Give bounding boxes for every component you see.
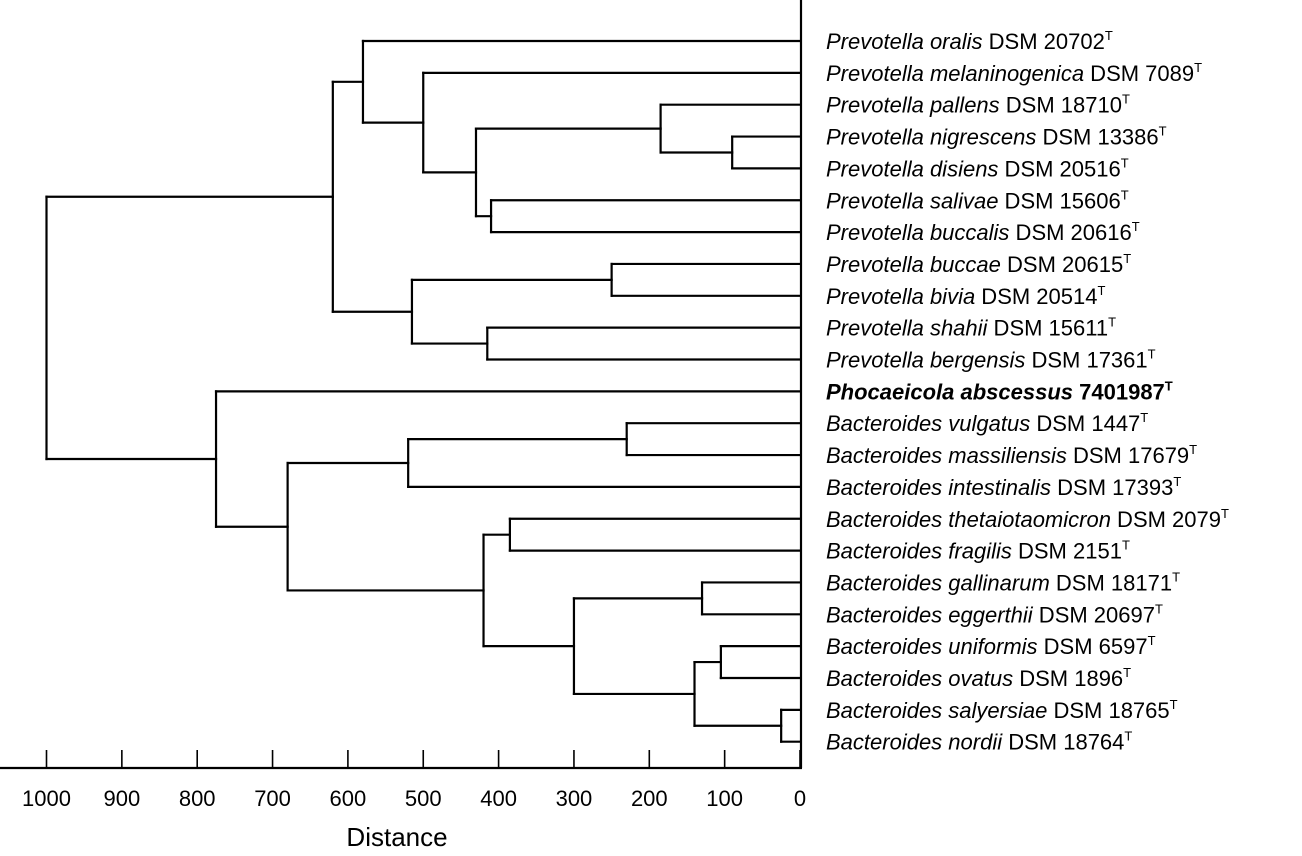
leaf-label-phocaeicola: Phocaeicola abscessus 7401987T bbox=[826, 378, 1173, 404]
axis-title: Distance bbox=[346, 822, 447, 852]
axis-tick-label: 500 bbox=[405, 786, 442, 811]
leaf-label-pallens: Prevotella pallens DSM 18710T bbox=[826, 92, 1130, 118]
leaf-label-eggerthii: Bacteroides eggerthii DSM 20697T bbox=[826, 601, 1163, 627]
axis-tick-label: 800 bbox=[179, 786, 216, 811]
axis-tick-label: 700 bbox=[254, 786, 291, 811]
axis-tick-label: 300 bbox=[556, 786, 593, 811]
axis-tick-label: 0 bbox=[794, 786, 806, 811]
axis-tick-label: 900 bbox=[103, 786, 140, 811]
leaf-label-oralis: Prevotella oralis DSM 20702T bbox=[826, 28, 1113, 54]
leaf-label-nigrescens: Prevotella nigrescens DSM 13386T bbox=[826, 124, 1167, 150]
tree-branches bbox=[45, 39, 802, 743]
axis-tick-label: 600 bbox=[330, 786, 367, 811]
leaf-label-nordii: Bacteroides nordii DSM 18764T bbox=[826, 729, 1132, 755]
axis-tick-label: 1000 bbox=[22, 786, 71, 811]
leaf-label-vulgatus: Bacteroides vulgatus DSM 1447T bbox=[826, 410, 1148, 436]
axis-tick-label: 400 bbox=[480, 786, 517, 811]
leaf-label-salyersiae: Bacteroides salyersiae DSM 18765T bbox=[826, 697, 1178, 723]
leaf-label-massiliensis: Bacteroides massiliensis DSM 17679T bbox=[826, 442, 1197, 468]
leaf-labels: Prevotella oralis DSM 20702T Prevotella m… bbox=[826, 28, 1229, 755]
axis-tick-label: 100 bbox=[706, 786, 743, 811]
axis-tick-label: 200 bbox=[631, 786, 668, 811]
distance-axis: 1000 900 800 700 600 500 400 300 200 100 0 Distanc… bbox=[0, 0, 806, 852]
leaf-label-disiens: Prevotella disiens DSM 20516T bbox=[826, 155, 1129, 181]
leaf-label-thetaiotaomicron: Bacteroides thetaiotaomicron DSM 2079T bbox=[826, 506, 1229, 532]
leaf-label-ovatus: Bacteroides ovatus DSM 1896T bbox=[826, 665, 1131, 691]
axis-ticks: 1000 900 800 700 600 500 400 300 200 100 0 bbox=[22, 750, 806, 811]
leaf-label-bergensis: Prevotella bergensis DSM 17361T bbox=[826, 347, 1156, 373]
leaf-label-fragilis: Bacteroides fragilis DSM 2151T bbox=[826, 538, 1130, 564]
leaf-label-buccae: Prevotella buccae DSM 20615T bbox=[826, 251, 1131, 277]
leaf-label-uniformis: Bacteroides uniformis DSM 6597T bbox=[826, 633, 1156, 659]
leaf-label-gallinarum: Bacteroides gallinarum DSM 18171T bbox=[826, 569, 1180, 595]
leaf-label-intestinalis: Bacteroides intestinalis DSM 17393T bbox=[826, 474, 1181, 500]
leaf-label-salivae: Prevotella salivae DSM 15606T bbox=[826, 187, 1129, 213]
leaf-label-shahii: Prevotella shahii DSM 15611T bbox=[826, 315, 1116, 341]
leaf-label-melaninogenica: Prevotella melaninogenica DSM 7089T bbox=[826, 60, 1202, 86]
leaf-label-buccalis: Prevotella buccalis DSM 20616T bbox=[826, 219, 1140, 245]
leaf-label-bivia: Prevotella bivia DSM 20514T bbox=[826, 283, 1105, 309]
